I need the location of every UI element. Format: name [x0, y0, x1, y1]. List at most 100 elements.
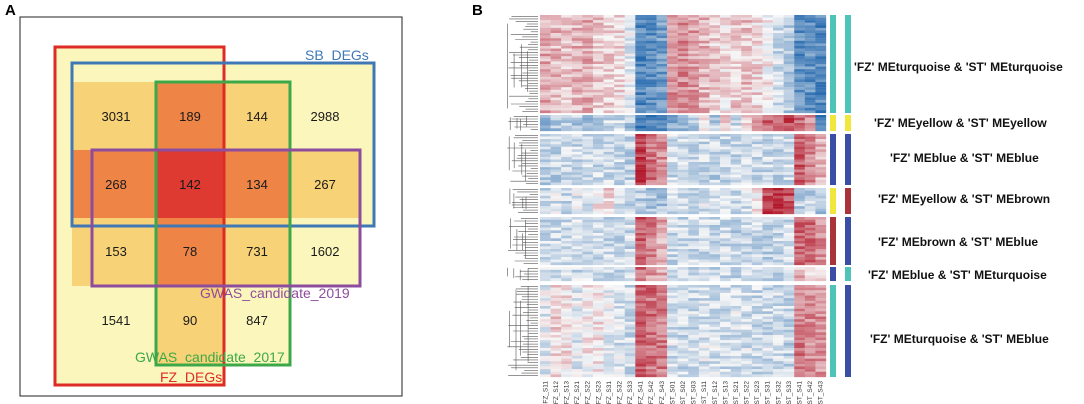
heatmap-cell: [741, 238, 752, 242]
heatmap-cell: [794, 179, 805, 183]
heatmap-cell: [773, 27, 784, 31]
heatmap-cell: [603, 319, 615, 322]
heatmap-cell: [582, 188, 594, 191]
heatmap-cell: [773, 84, 784, 88]
heatmap-cell: [804, 48, 816, 52]
heatmap-cell: [698, 334, 710, 338]
heatmap-cell: [773, 257, 784, 260]
heatmap-cell: [794, 225, 805, 228]
heatmap-cell: [624, 182, 636, 186]
heatmap-cell: [720, 139, 731, 142]
heatmap-cell: [773, 40, 784, 44]
heatmap-cell: [698, 179, 710, 183]
heatmap-cell: [751, 327, 763, 330]
heatmap-cell: [773, 162, 784, 165]
heatmap-cell: [709, 43, 721, 47]
heatmap-cell: [571, 136, 583, 140]
heatmap-cell: [656, 169, 668, 173]
st-module-bar: [845, 188, 851, 214]
heatmap-cell: [709, 324, 721, 328]
heatmap-cell: [751, 195, 763, 199]
heatmap-cell: [561, 97, 572, 101]
heatmap-cell: [720, 203, 731, 207]
heatmap-cell: [603, 149, 615, 152]
heatmap-cell: [751, 20, 763, 23]
heatmap-cell: [815, 92, 827, 96]
heatmap-cell: [741, 290, 752, 294]
heatmap-cell: [762, 48, 774, 52]
heatmap-cell: [677, 227, 689, 231]
heatmap-cell: [667, 269, 678, 273]
heatmap-cell: [794, 71, 805, 75]
heatmap-cell: [730, 20, 742, 23]
heatmap-cell: [614, 208, 625, 212]
heatmap-cell: [688, 74, 700, 78]
heatmap-cell: [794, 363, 805, 367]
heatmap-cell: [571, 243, 583, 247]
heatmap-cell: [698, 105, 710, 108]
heatmap-cell: [645, 27, 657, 31]
heatmap-cell: [614, 87, 625, 90]
heatmap-cell: [794, 348, 805, 351]
heatmap-cell: [603, 235, 615, 239]
heatmap-cell: [540, 107, 551, 111]
heatmap-cell: [667, 169, 678, 173]
heatmap-cell: [783, 222, 795, 226]
heatmap-cell: [635, 211, 647, 215]
heatmap-cell: [603, 125, 615, 129]
heatmap-cell: [773, 139, 784, 142]
heatmap-cell: [762, 56, 774, 59]
heatmap-cell: [603, 94, 615, 98]
heatmap-cell: [582, 219, 594, 223]
heatmap-cell: [804, 306, 816, 309]
heatmap-cell: [730, 241, 742, 244]
heatmap-cell: [571, 33, 583, 36]
heatmap-cell: [751, 30, 763, 34]
heatmap-cell: [730, 30, 742, 34]
heatmap-cell: [635, 120, 647, 124]
heatmap-cell: [561, 334, 572, 338]
heatmap-cell: [582, 120, 594, 124]
heatmap-cell: [635, 308, 647, 312]
heatmap-cell: [614, 48, 625, 52]
heatmap-cell: [677, 206, 689, 209]
heatmap-cell: [656, 141, 668, 145]
heatmap-cell: [751, 64, 763, 67]
heatmap-cell: [582, 182, 594, 186]
heatmap-cell: [804, 371, 816, 375]
column-label: ST_S02: [680, 381, 687, 404]
heatmap-cell: [762, 20, 774, 23]
heatmap-cell: [540, 15, 551, 18]
venn-count: 267: [314, 177, 336, 192]
heatmap-cell: [709, 321, 721, 325]
heatmap-cell: [667, 306, 678, 309]
heatmap-cell: [720, 71, 731, 75]
fz-module-bar: [830, 188, 836, 214]
heatmap-cell: [804, 151, 816, 155]
heatmap-cell: [741, 66, 752, 70]
heatmap-cell: [720, 146, 731, 150]
heatmap-cell: [667, 33, 678, 36]
heatmap-cell: [762, 71, 774, 75]
heatmap-cell: [688, 125, 700, 129]
heatmap-cell: [709, 25, 721, 29]
heatmap-cell: [698, 269, 710, 273]
heatmap-cell: [624, 230, 636, 234]
heatmap-cell: [677, 167, 689, 170]
heatmap-cell: [773, 20, 784, 23]
heatmap-cell: [614, 190, 625, 194]
heatmap-cell: [815, 117, 827, 121]
heatmap-cell: [751, 144, 763, 147]
heatmap-cell: [794, 249, 805, 252]
heatmap-cell: [561, 278, 572, 282]
heatmap-cell: [645, 327, 657, 330]
heatmap-cell: [677, 84, 689, 88]
heatmap-cell: [815, 51, 827, 54]
heatmap-cell: [794, 275, 805, 279]
heatmap-cell: [794, 84, 805, 88]
heatmap-cell: [571, 211, 583, 215]
heatmap-cell: [804, 321, 816, 325]
heatmap-cell: [730, 363, 742, 367]
heatmap-cell: [741, 193, 752, 196]
heatmap-cell: [592, 174, 604, 178]
